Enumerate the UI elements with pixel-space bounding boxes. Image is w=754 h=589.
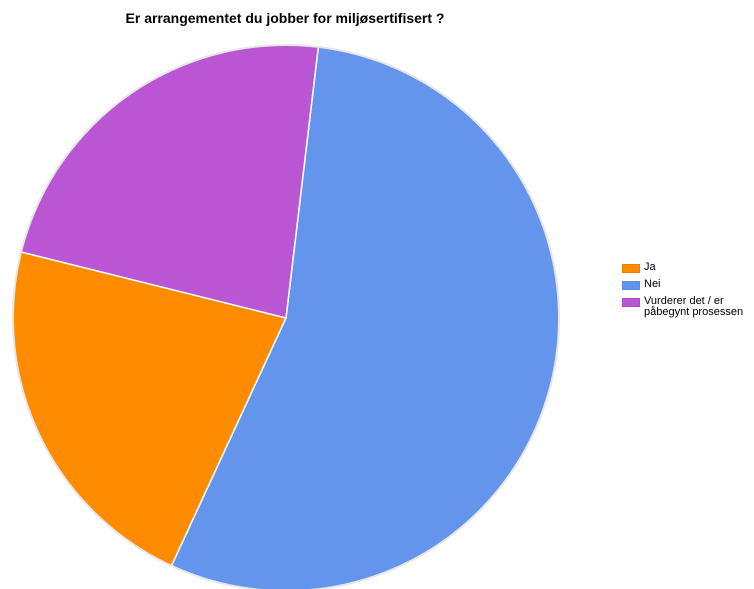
legend-swatch-vurderer: [622, 298, 640, 307]
pie-outline: [12, 44, 560, 589]
legend-item-ja: Ja: [622, 262, 754, 273]
legend-label-nei: Nei: [644, 278, 661, 290]
legend-label-ja: Ja: [644, 261, 656, 273]
chart-title: Er arrangementet du jobber for miljøsert…: [125, 10, 445, 26]
legend-item-nei: Nei: [622, 279, 754, 290]
legend: Ja Nei Vurderer det / er påbegynt proses…: [622, 262, 754, 324]
legend-item-vurderer: Vurderer det / er påbegynt prosessen: [622, 296, 754, 318]
pie-chart: [12, 44, 560, 589]
legend-swatch-nei: [622, 281, 640, 290]
legend-swatch-ja: [622, 264, 640, 273]
legend-label-vurderer: Vurderer det / er påbegynt prosessen: [644, 295, 744, 318]
